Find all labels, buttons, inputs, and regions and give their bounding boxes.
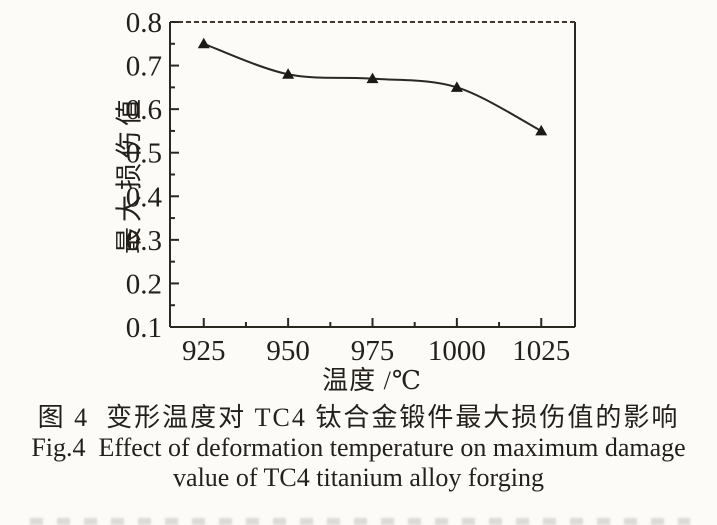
y-tick-label: 0.1 [126, 312, 162, 344]
y-tick-label: 0.7 [126, 51, 162, 83]
x-tick-label: 1000 [428, 335, 486, 367]
cropped-next-line-remnant [30, 518, 690, 525]
y-axis-label: 最大损伤值 [114, 94, 145, 254]
x-tick-label: 1025 [512, 335, 570, 367]
data-point-marker [366, 72, 379, 84]
figure-chart: 925 950 975 1000 1025 0.1 0.2 0.3 0.4 0.5 0.6 0.7 0.… [114, 7, 576, 395]
axis-tick-labels: 925 950 975 1000 1025 0.1 0.2 0.3 0.4 0.5 0.6 0.7 0.… [126, 7, 571, 367]
x-tick-label: 975 [351, 335, 395, 367]
data-point-marker [450, 81, 463, 92]
y-tick-label: 0.3 [126, 225, 162, 257]
data-point-marker [535, 124, 548, 136]
y-tick-label: 0.6 [126, 94, 162, 126]
data-series [197, 37, 548, 136]
data-point-marker [197, 37, 210, 49]
y-tick-label: 0.2 [126, 268, 162, 300]
plot-frame [169, 21, 576, 328]
y-tick-label: 0.8 [126, 7, 162, 39]
x-axis-label: 温度 /℃ [322, 366, 422, 395]
data-line [203, 42, 542, 132]
caption-chinese: 图 4 变形温度对 TC4 钛合金锻件最大损伤值的影响 [37, 403, 680, 432]
data-point-marker [282, 68, 295, 79]
chart-canvas: 925 950 975 1000 1025 0.1 0.2 0.3 0.4 0.5 0.6 0.7 0.… [126, 7, 576, 367]
caption-english-line1: Fig.4 Effect of deformation temperature … [31, 433, 686, 462]
axis-ticks [170, 21, 543, 328]
caption-english-line2: value of TC4 titanium alloy forging [173, 463, 544, 492]
y-tick-label: 0.5 [126, 138, 162, 170]
y-tick-label: 0.4 [126, 181, 163, 213]
x-tick-label: 925 [182, 335, 226, 367]
x-tick-label: 950 [266, 335, 310, 367]
